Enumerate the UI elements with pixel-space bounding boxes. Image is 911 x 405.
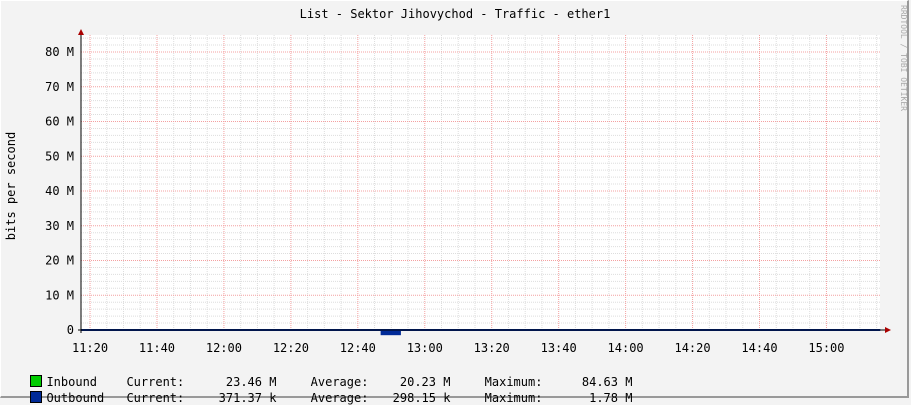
x-tick-label: 14:00 — [608, 341, 644, 355]
x-tick-label: 11:20 — [72, 341, 108, 355]
current-label: Current: — [126, 391, 196, 405]
x-tick-label: 13:00 — [407, 341, 443, 355]
x-tick-label: 11:40 — [139, 341, 175, 355]
y-tick-label: 10 M — [45, 288, 74, 302]
x-axis-arrow-icon — [885, 327, 891, 333]
y-tick-label: 80 M — [45, 45, 74, 59]
y-tick-label: 70 M — [45, 80, 74, 94]
chart-title: List - Sektor Jihovychod - Traffic - eth… — [300, 7, 611, 21]
y-axis-arrow-icon — [78, 29, 84, 35]
x-tick-label: 12:40 — [340, 341, 376, 355]
average-label: Average: — [276, 391, 368, 405]
y-tick-label: 40 M — [45, 184, 74, 198]
y-axis-label: bits per second — [4, 132, 18, 240]
current-value: 371.37 k — [196, 391, 276, 405]
y-tick-label: 60 M — [45, 115, 74, 129]
y-tick-label: 0 — [67, 323, 74, 337]
y-tick-label: 50 M — [45, 149, 74, 163]
outbound-swatch — [30, 391, 42, 403]
x-tick-label: 14:20 — [674, 341, 710, 355]
rrdtool-watermark: RRDTOOL / TOBI OETIKER — [899, 5, 908, 111]
y-tick-label: 20 M — [45, 254, 74, 268]
legend-name: Outbound — [46, 391, 126, 405]
maximum-value: 1.78 M — [542, 391, 632, 405]
x-tick-label: 12:20 — [273, 341, 309, 355]
average-value: 298.15 k — [368, 391, 450, 405]
x-tick-label: 13:40 — [541, 341, 577, 355]
x-tick-label: 15:00 — [808, 341, 844, 355]
x-tick-label: 13:20 — [474, 341, 510, 355]
x-tick-label: 14:40 — [741, 341, 777, 355]
x-tick-label: 12:00 — [206, 341, 242, 355]
y-tick-label: 30 M — [45, 219, 74, 233]
plot-area — [81, 35, 880, 330]
maximum-label: Maximum: — [450, 391, 542, 405]
